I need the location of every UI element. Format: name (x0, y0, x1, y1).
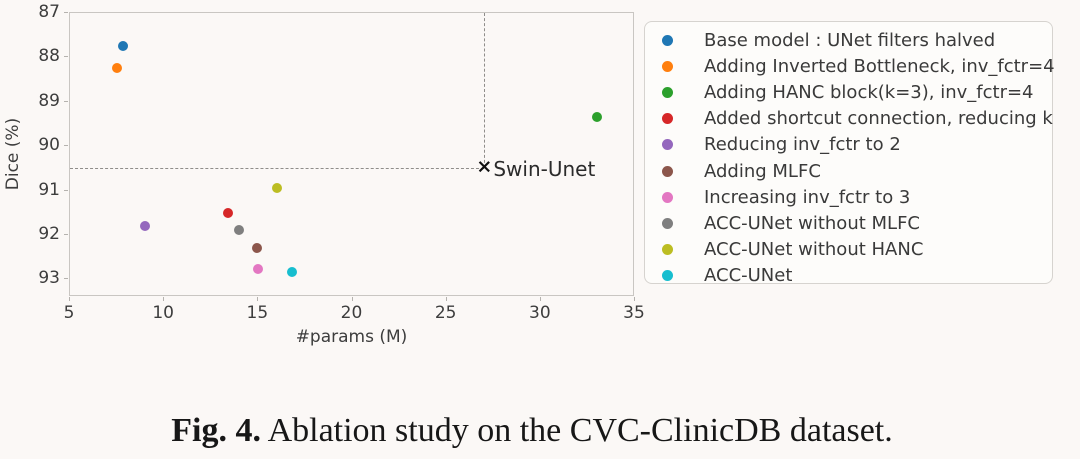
legend-item: Base model : UNet filters halved (645, 27, 1052, 53)
legend-color-dot-icon (662, 165, 673, 177)
legend-color-dot-icon (662, 217, 673, 229)
ablation-scatter-chart: Dice (%) 87 88 89 90 91 92 93 5 10 15 20 25 30 35 × S… (3, 2, 1055, 347)
scatter-point (287, 266, 298, 277)
swin-unet-x-marker-icon: × (476, 156, 493, 179)
legend-item-label: ACC-UNet without HANC (704, 239, 924, 261)
x-tick-label: 35 (623, 303, 645, 323)
x-tick-label: 5 (63, 303, 75, 323)
x-tick-label: 25 (434, 303, 457, 323)
scatter-point (252, 243, 263, 254)
x-tick-label: 20 (340, 303, 363, 323)
y-tick-mark (64, 56, 68, 58)
legend-item: Adding Inverted Bottleneck, inv_fctr=4 (645, 53, 1055, 79)
y-tick-label: 92 (38, 223, 60, 244)
plot-layer: × Swin-Unet (70, 13, 635, 297)
x-tick-mark (539, 297, 541, 301)
legend-item-label: Added shortcut connection, reducing k (704, 108, 1053, 130)
x-tick-label: 30 (529, 303, 551, 323)
legend-item-label: Reducing inv_fctr to 2 (704, 134, 901, 156)
scatter-point (223, 207, 234, 218)
y-tick-label: 93 (38, 268, 60, 289)
legend-item: Added shortcut connection, reducing k (645, 106, 1053, 132)
x-tick-label: 10 (152, 303, 174, 323)
legend-item-label: Adding Inverted Bottleneck, inv_fctr=4 (704, 55, 1055, 77)
x-axis-label: #params (M) (295, 327, 408, 347)
figure-caption-text: Ablation study on the CVC-ClinicDB datas… (267, 412, 893, 449)
scatter-point (253, 264, 264, 275)
legend-item: Adding HANC block(k=3), inv_fctr=4 (645, 79, 1052, 105)
figure-caption: Fig. 4. Ablation study on the CVC-Clinic… (0, 409, 1072, 453)
figure-caption-label: Fig. 4. (171, 412, 261, 449)
scatter-point (233, 225, 244, 236)
scatter-point (272, 183, 283, 194)
legend-item-label: Increasing inv_fctr to 3 (704, 186, 911, 208)
scatter-point (117, 41, 128, 52)
x-tick-mark (257, 297, 259, 301)
legend: Base model : UNet filters halved Adding I… (644, 21, 1055, 286)
legend-item-label: ACC-UNet without MLFC (704, 212, 920, 234)
x-tick-label: 15 (246, 303, 269, 323)
scatter-point (112, 63, 123, 74)
y-tick-mark (64, 100, 68, 102)
swin-unet-crosshair-horizontal (70, 168, 485, 170)
legend-color-dot-icon (662, 60, 673, 72)
y-tick-mark (64, 233, 68, 235)
legend-item-label: ACC-UNet (704, 265, 793, 287)
y-tick-mark (64, 278, 68, 280)
legend-item: Adding MLFC (645, 158, 1052, 184)
legend-color-dot-icon (662, 191, 673, 203)
scatter-point (592, 112, 603, 123)
scatter-point (140, 221, 151, 231)
legend-item: ACC-UNet without HANC (645, 237, 1052, 263)
legend-item-label: Adding MLFC (704, 160, 821, 182)
y-tick-mark (64, 12, 68, 13)
legend-item: ACC-UNet (645, 263, 1052, 289)
legend-item-label: Adding HANC block(k=3), inv_fctr=4 (704, 81, 1034, 103)
y-tick-mark (64, 189, 68, 191)
x-tick-mark (163, 297, 165, 301)
plot-area: × Swin-Unet (69, 12, 634, 296)
y-tick-label: 88 (38, 46, 60, 67)
legend-color-dot-icon (662, 139, 673, 151)
y-tick-label: 90 (38, 135, 60, 156)
swin-unet-annotation-label: Swin-Unet (493, 157, 596, 182)
legend-item-label: Base model : UNet filters halved (704, 29, 996, 51)
y-axis-label: Dice (%) (3, 117, 23, 191)
legend-color-dot-icon (662, 113, 673, 125)
legend-item: Increasing inv_fctr to 3 (645, 184, 1052, 210)
legend-color-dot-icon (662, 34, 673, 46)
y-tick-label: 89 (38, 90, 60, 111)
legend-color-dot-icon (662, 244, 673, 256)
x-tick-mark (634, 297, 635, 301)
y-tick-label: 91 (38, 179, 60, 200)
x-tick-mark (69, 297, 70, 301)
y-tick-label: 87 (38, 2, 60, 22)
legend-item: ACC-UNet without MLFC (645, 210, 1052, 236)
legend-color-dot-icon (662, 270, 673, 282)
swin-unet-crosshair-vertical (484, 13, 486, 169)
x-tick-mark (445, 297, 447, 301)
x-tick-mark (351, 297, 353, 301)
legend-color-dot-icon (662, 86, 673, 98)
y-tick-mark (64, 145, 68, 147)
legend-item: Reducing inv_fctr to 2 (645, 132, 1052, 158)
